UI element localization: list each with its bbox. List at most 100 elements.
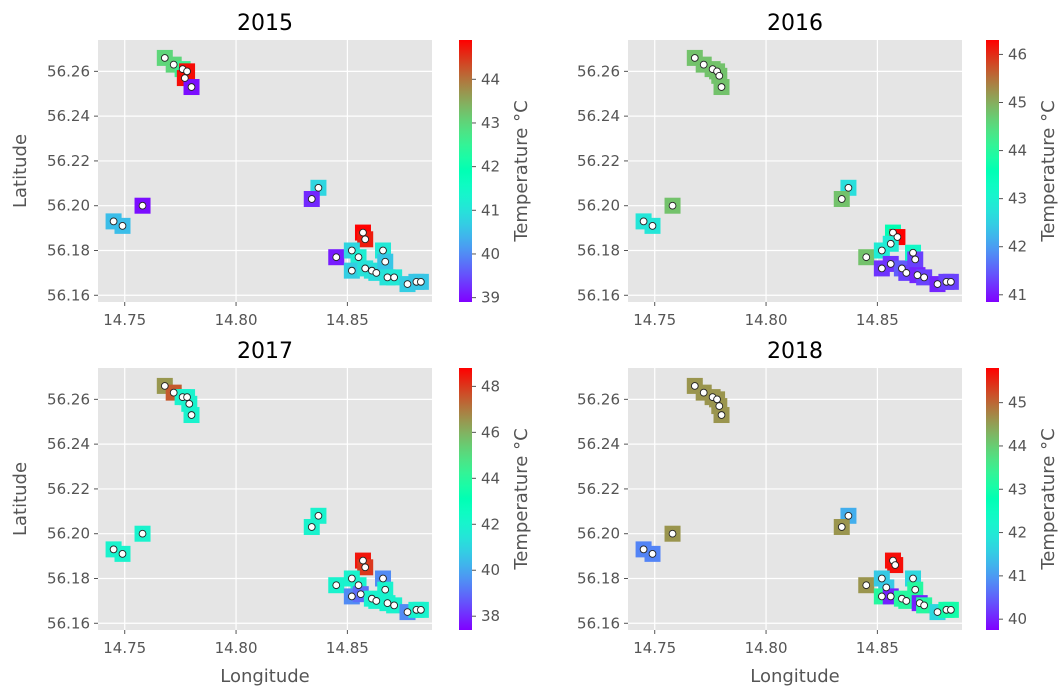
y-tick-label: 56.16 bbox=[577, 286, 620, 304]
data-point-marker bbox=[648, 550, 657, 558]
data-point-marker bbox=[947, 277, 955, 286]
y-axis-label: Latitude bbox=[10, 134, 31, 208]
y-tick-label: 56.20 bbox=[47, 525, 90, 543]
y-tick-label: 56.22 bbox=[577, 480, 620, 498]
colorbar-tick-label: 46 bbox=[481, 423, 500, 441]
data-point-marker bbox=[347, 266, 356, 275]
data-point-marker bbox=[372, 269, 381, 277]
colorbar-label: Temperature °C bbox=[1038, 100, 1059, 242]
data-point-marker bbox=[690, 54, 699, 62]
colorbar-tick-label: 46 bbox=[1008, 45, 1027, 63]
data-point-marker bbox=[361, 563, 370, 572]
data-point-marker bbox=[347, 592, 356, 601]
data-point-marker bbox=[381, 585, 390, 594]
data-point-marker bbox=[314, 511, 323, 520]
colorbar-tick-label: 40 bbox=[1008, 610, 1027, 628]
data-point-marker bbox=[889, 228, 897, 237]
panel-title: 2018 bbox=[767, 339, 823, 364]
data-point-marker bbox=[909, 248, 917, 257]
y-tick-label: 56.16 bbox=[47, 614, 90, 632]
data-point-marker bbox=[138, 201, 147, 210]
data-point-marker bbox=[390, 273, 398, 282]
x-tick-label: 14.80 bbox=[745, 311, 788, 329]
data-point-marker bbox=[837, 195, 846, 203]
data-point-marker bbox=[417, 605, 425, 614]
colorbar-label: Temperature °C bbox=[1038, 428, 1059, 570]
y-tick-label: 56.20 bbox=[47, 197, 90, 215]
y-tick-label: 56.26 bbox=[47, 62, 90, 80]
data-point-marker bbox=[668, 529, 677, 538]
data-point-marker bbox=[891, 561, 900, 569]
data-point-marker bbox=[933, 280, 942, 288]
y-tick-label: 56.18 bbox=[577, 569, 620, 587]
colorbar-tick-label: 42 bbox=[481, 515, 500, 533]
data-point-marker bbox=[403, 280, 412, 288]
data-point-marker bbox=[372, 597, 381, 605]
data-point-marker bbox=[933, 608, 942, 616]
y-tick-label: 56.20 bbox=[577, 525, 620, 543]
data-point-marker bbox=[403, 608, 412, 616]
colorbar-tick-label: 45 bbox=[1008, 394, 1027, 412]
x-tick-label: 14.85 bbox=[326, 639, 369, 657]
y-tick-label: 56.26 bbox=[47, 390, 90, 408]
colorbar bbox=[986, 40, 999, 302]
x-tick-label: 14.75 bbox=[633, 639, 676, 657]
data-point-marker bbox=[354, 253, 363, 262]
data-point-marker bbox=[893, 233, 902, 241]
x-tick-label: 14.85 bbox=[856, 639, 899, 657]
data-point-marker bbox=[160, 382, 169, 390]
y-tick-label: 56.24 bbox=[47, 107, 90, 125]
colorbar-tick-label: 40 bbox=[481, 561, 500, 579]
data-point-marker bbox=[877, 246, 886, 255]
panel-2015: 2015 14.75 14.80 14.85 56.16 56.18 56.20 56.22 5… bbox=[10, 11, 532, 329]
y-tick-label: 56.24 bbox=[577, 107, 620, 125]
x-tick-label: 14.75 bbox=[103, 639, 146, 657]
data-point-marker bbox=[180, 74, 189, 82]
data-point-marker bbox=[361, 264, 370, 273]
y-tick-label: 56.22 bbox=[47, 152, 90, 170]
colorbar-tick-label: 44 bbox=[1008, 437, 1027, 455]
y-axis-label: Latitude bbox=[10, 462, 31, 536]
panel-title: 2016 bbox=[767, 11, 823, 36]
y-tick-label: 56.16 bbox=[47, 286, 90, 304]
data-point-marker bbox=[844, 183, 853, 192]
colorbar-tick-label: 44 bbox=[1008, 142, 1027, 160]
data-point-marker bbox=[354, 581, 363, 590]
data-point-marker bbox=[183, 393, 191, 401]
y-tick-label: 56.26 bbox=[577, 62, 620, 80]
x-tick-label: 14.85 bbox=[326, 311, 369, 329]
colorbar-label: Temperature °C bbox=[511, 428, 532, 570]
data-point-marker bbox=[717, 411, 726, 419]
data-point-marker bbox=[307, 195, 316, 203]
data-point-marker bbox=[690, 382, 699, 390]
data-point-marker bbox=[886, 592, 895, 601]
colorbar bbox=[459, 368, 472, 630]
data-point-marker bbox=[379, 246, 387, 255]
data-point-marker bbox=[118, 222, 127, 230]
colorbar-tick-label: 42 bbox=[481, 158, 500, 176]
data-point-marker bbox=[877, 574, 886, 583]
colorbar-tick-label: 43 bbox=[481, 114, 500, 132]
colorbar-tick-label: 41 bbox=[481, 201, 500, 219]
colorbar-tick-label: 39 bbox=[481, 289, 500, 307]
y-tick-label: 56.18 bbox=[47, 241, 90, 259]
x-tick-label: 14.80 bbox=[745, 639, 788, 657]
data-point-marker bbox=[862, 581, 871, 590]
colorbar-label: Temperature °C bbox=[511, 100, 532, 242]
y-tick-label: 56.22 bbox=[577, 152, 620, 170]
colorbar-tick-label: 41 bbox=[1008, 286, 1027, 304]
colorbar-tick-label: 43 bbox=[1008, 480, 1027, 498]
y-tick-label: 56.20 bbox=[577, 197, 620, 215]
data-point-marker bbox=[332, 581, 341, 590]
data-point-marker bbox=[837, 523, 846, 531]
data-point-marker bbox=[909, 574, 917, 583]
data-point-marker bbox=[913, 271, 922, 279]
y-tick-label: 56.26 bbox=[577, 390, 620, 408]
data-point-marker bbox=[877, 264, 886, 273]
data-point-marker bbox=[109, 217, 118, 226]
data-point-marker bbox=[898, 264, 906, 273]
y-tick-label: 56.24 bbox=[577, 435, 620, 453]
panel-2016: 2016 14.75 14.80 14.85 56.16 56.18 56.20 56.22 5… bbox=[577, 11, 1059, 329]
y-tick-label: 56.24 bbox=[47, 435, 90, 453]
